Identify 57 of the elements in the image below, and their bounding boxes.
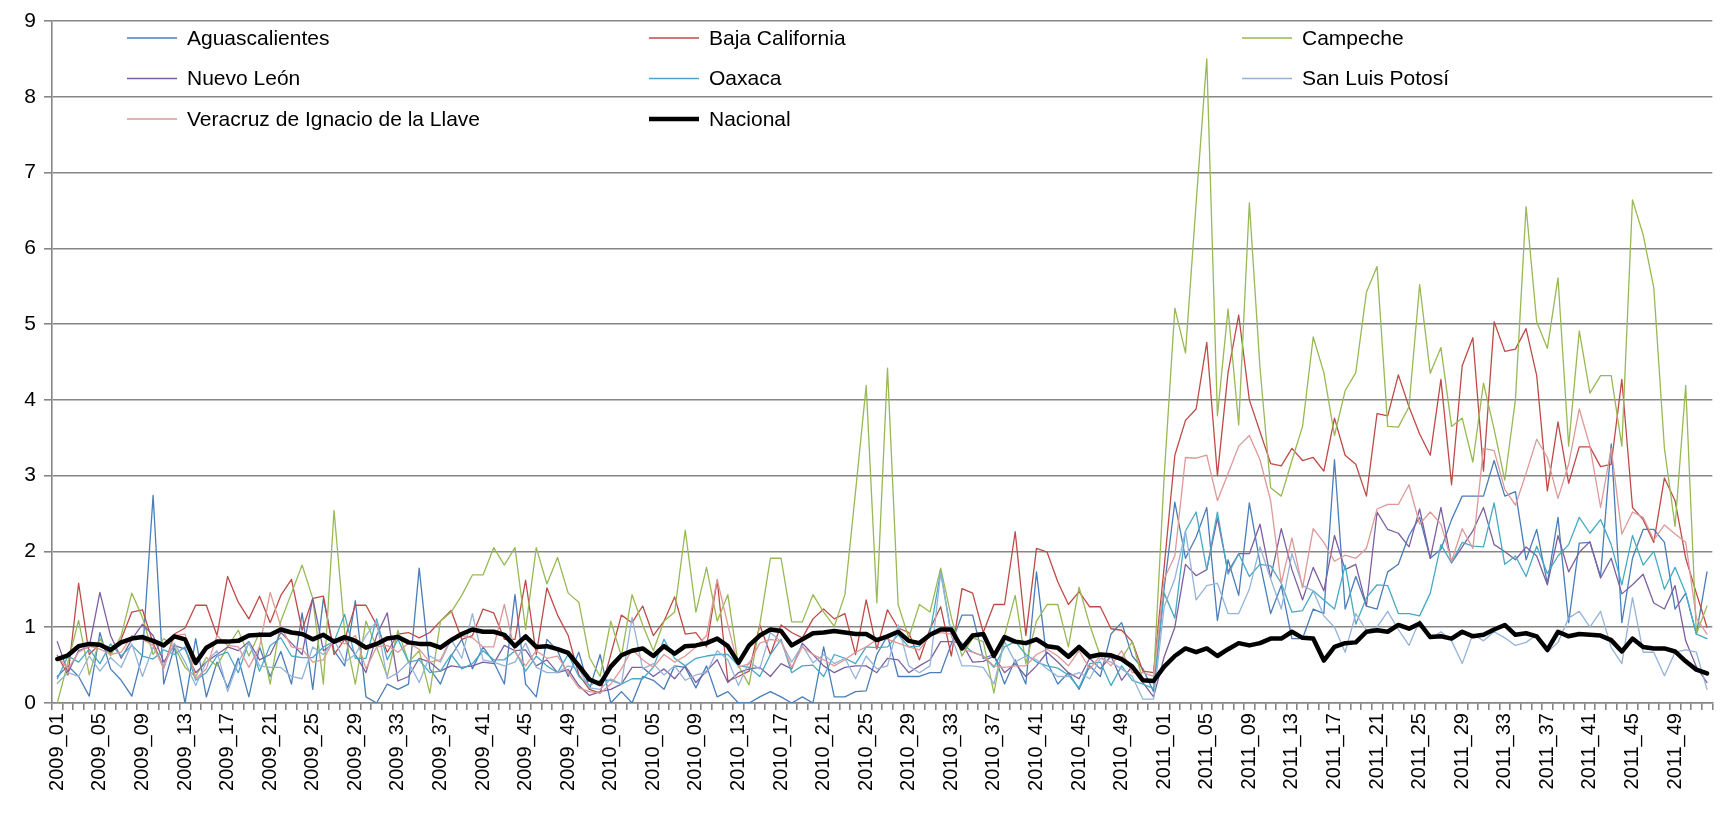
x-tick-label: 2009_09 (129, 713, 153, 791)
legend-label: San Luis Potosí (1302, 66, 1450, 90)
x-tick-label: 2009_45 (513, 713, 537, 791)
x-tick-label: 2009_25 (300, 713, 324, 791)
y-tick-label: 0 (24, 689, 36, 713)
y-tick-label: 5 (24, 310, 36, 334)
x-tick-label: 2011_49 (1662, 713, 1686, 790)
x-tick-label: 2010_33 (938, 713, 962, 791)
x-tick-label: 2009_33 (385, 713, 409, 791)
x-tick-label: 2010_13 (725, 713, 749, 791)
legend-label: Oaxaca (709, 66, 782, 90)
x-tick-label: 2011_25 (1407, 713, 1431, 790)
x-tick-label: 2009_01 (44, 713, 68, 791)
x-tick-label: 2011_21 (1364, 713, 1388, 790)
x-tick-label: 2009_49 (555, 713, 579, 791)
x-tick-label: 2011_45 (1620, 713, 1644, 790)
x-tick-label: 2010_37 (981, 713, 1005, 791)
x-tick-label: 2010_49 (1109, 713, 1133, 791)
x-tick-label: 2011_37 (1534, 713, 1558, 790)
x-tick-label: 2010_01 (598, 713, 622, 791)
legend-label: Veracruz de Ignacio de la Llave (187, 106, 481, 130)
x-tick-label: 2010_05 (640, 713, 664, 791)
x-tick-label: 2011_13 (1279, 713, 1303, 790)
x-tick-label: 2011_05 (1194, 713, 1218, 790)
x-tick-label: 2010_09 (683, 713, 707, 791)
legend-label: Aguascalientes (187, 25, 330, 49)
x-tick-label: 2009_37 (427, 713, 451, 791)
legend-label: Baja California (709, 25, 846, 49)
x-tick-label: 2011_17 (1322, 713, 1346, 790)
x-tick-label: 2009_41 (470, 713, 494, 791)
x-tick-label: 2010_21 (811, 713, 835, 791)
y-tick-label: 8 (24, 83, 36, 107)
x-tick-label: 2009_05 (87, 713, 111, 791)
x-tick-label: 2010_41 (1024, 713, 1047, 791)
x-tick-label: 2011_09 (1236, 713, 1260, 790)
legend-label: Nuevo León (187, 66, 301, 90)
x-tick-label: 2011_01 (1151, 713, 1175, 790)
legend-label: Nacional (709, 106, 791, 130)
x-tick-label: 2009_17 (215, 713, 239, 791)
x-tick-label: 2009_13 (172, 713, 196, 791)
x-tick-label: 2011_41 (1577, 713, 1601, 790)
legend-label: Campeche (1302, 25, 1404, 49)
x-tick-label: 2010_17 (768, 713, 792, 791)
x-tick-label: 2011_33 (1492, 713, 1516, 790)
y-tick-label: 7 (24, 159, 36, 183)
y-tick-label: 1 (24, 614, 36, 638)
x-tick-label: 2010_25 (853, 713, 877, 791)
x-tick-label: 2010_29 (896, 713, 920, 791)
y-tick-label: 3 (24, 462, 36, 486)
y-tick-label: 6 (24, 235, 36, 259)
y-tick-label: 9 (24, 7, 36, 31)
x-tick-label: 2011_29 (1449, 713, 1473, 790)
y-tick-label: 4 (24, 386, 37, 410)
y-tick-label: 2 (24, 538, 36, 562)
x-tick-label: 2009_21 (257, 713, 281, 791)
x-tick-label: 2010_45 (1066, 713, 1090, 791)
x-tick-label: 2009_29 (342, 713, 366, 791)
